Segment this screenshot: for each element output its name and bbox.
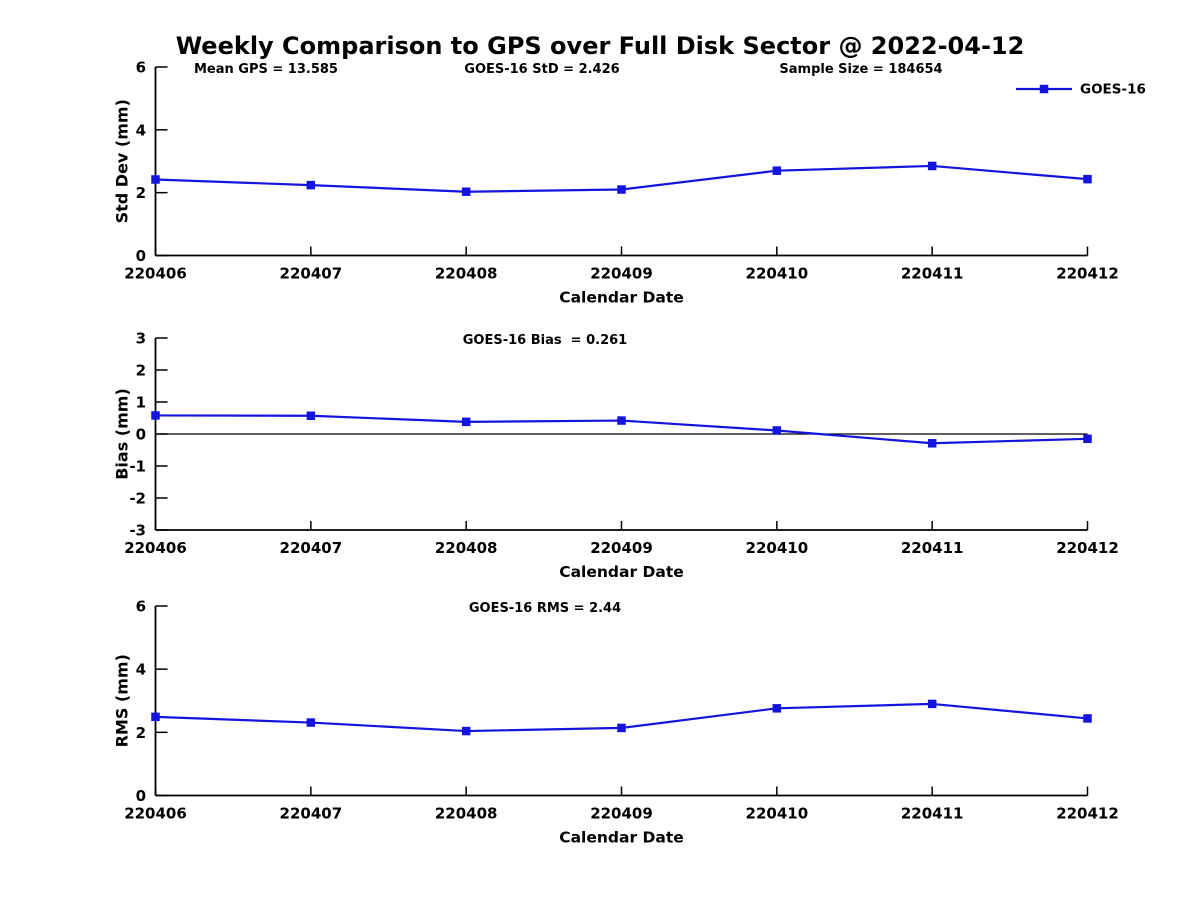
data-point-marker bbox=[772, 166, 782, 175]
x-tick-label: 220411 bbox=[901, 805, 964, 823]
x-tick-label: 220406 bbox=[124, 539, 187, 557]
x-tick-label: 220411 bbox=[901, 265, 964, 283]
x-tick-label: 220412 bbox=[1056, 539, 1119, 557]
figure-title: Weekly Comparison to GPS over Full Disk … bbox=[175, 32, 1025, 60]
data-point-marker bbox=[151, 712, 160, 722]
data-point-marker bbox=[927, 699, 937, 709]
legend-marker bbox=[1039, 84, 1049, 94]
x-tick-label: 220406 bbox=[124, 805, 187, 823]
data-point-marker bbox=[927, 439, 937, 448]
x-tick-label: 220408 bbox=[435, 805, 498, 823]
data-point-marker bbox=[306, 718, 316, 727]
data-point-marker bbox=[772, 426, 782, 435]
x-axis-title: Calendar Date bbox=[559, 829, 684, 847]
x-tick-label: 220411 bbox=[901, 539, 964, 557]
chart-annotation: GOES-16 RMS = 2.44 bbox=[469, 601, 621, 616]
chart-annotation: Mean GPS = 13.585 bbox=[194, 62, 338, 77]
y-tick-label: 3 bbox=[136, 330, 146, 348]
chart-annotation: Sample Size = 184654 bbox=[779, 62, 942, 77]
y-tick-label: 6 bbox=[136, 59, 146, 77]
data-point-marker bbox=[306, 411, 316, 421]
x-tick-label: 220412 bbox=[1056, 265, 1119, 283]
x-axis-title: Calendar Date bbox=[559, 563, 684, 581]
x-tick-label: 220409 bbox=[590, 805, 653, 823]
data-point-marker bbox=[617, 723, 626, 733]
data-point-marker bbox=[461, 187, 471, 196]
x-tick-label: 220408 bbox=[435, 539, 498, 557]
x-tick-label: 220412 bbox=[1056, 805, 1119, 823]
data-point-marker bbox=[927, 161, 937, 171]
x-tick-label: 220408 bbox=[435, 265, 498, 283]
x-tick-label: 220407 bbox=[280, 539, 343, 557]
x-tick-label: 220409 bbox=[590, 539, 653, 557]
x-tick-label: 220407 bbox=[280, 805, 343, 823]
data-point-marker bbox=[617, 416, 626, 425]
data-point-marker bbox=[461, 726, 471, 736]
x-tick-label: 220407 bbox=[280, 265, 343, 283]
data-point-marker bbox=[617, 185, 626, 194]
legend-label: GOES-16 bbox=[1080, 82, 1146, 98]
y-axis-title: Std Dev (mm) bbox=[113, 99, 132, 223]
data-point-marker bbox=[1083, 174, 1092, 184]
chart-annotation: GOES-16 Bias = 0.261 bbox=[463, 333, 627, 348]
y-tick-label: -2 bbox=[129, 490, 146, 508]
data-point-marker bbox=[772, 704, 782, 713]
y-tick-label: 6 bbox=[136, 598, 146, 616]
y-tick-label: 4 bbox=[136, 661, 146, 679]
y-axis-title: RMS (mm) bbox=[113, 654, 132, 747]
x-tick-label: 220406 bbox=[124, 265, 187, 283]
data-point-marker bbox=[461, 417, 471, 427]
y-axis-title: Bias (mm) bbox=[113, 388, 132, 480]
x-tick-label: 220410 bbox=[746, 805, 809, 823]
y-tick-label: 2 bbox=[136, 184, 146, 202]
data-point-marker bbox=[1083, 434, 1092, 444]
y-tick-label: 4 bbox=[136, 121, 146, 139]
x-tick-label: 220409 bbox=[590, 265, 653, 283]
y-tick-label: -1 bbox=[129, 458, 146, 476]
y-tick-label: 1 bbox=[136, 394, 146, 412]
y-tick-label: 0 bbox=[136, 787, 146, 805]
y-tick-label: 0 bbox=[136, 426, 146, 444]
y-tick-label: 2 bbox=[136, 362, 146, 380]
data-point-marker bbox=[151, 175, 160, 184]
y-tick-label: 0 bbox=[136, 247, 146, 265]
y-tick-label: -3 bbox=[129, 522, 146, 540]
data-point-marker bbox=[151, 411, 160, 420]
x-tick-label: 220410 bbox=[746, 539, 809, 557]
data-point-marker bbox=[1083, 714, 1092, 723]
x-tick-label: 220410 bbox=[746, 265, 809, 283]
x-axis-title: Calendar Date bbox=[559, 289, 684, 307]
y-tick-label: 2 bbox=[136, 724, 146, 742]
data-point-marker bbox=[306, 180, 316, 190]
chart-annotation: GOES-16 StD = 2.426 bbox=[464, 62, 619, 77]
